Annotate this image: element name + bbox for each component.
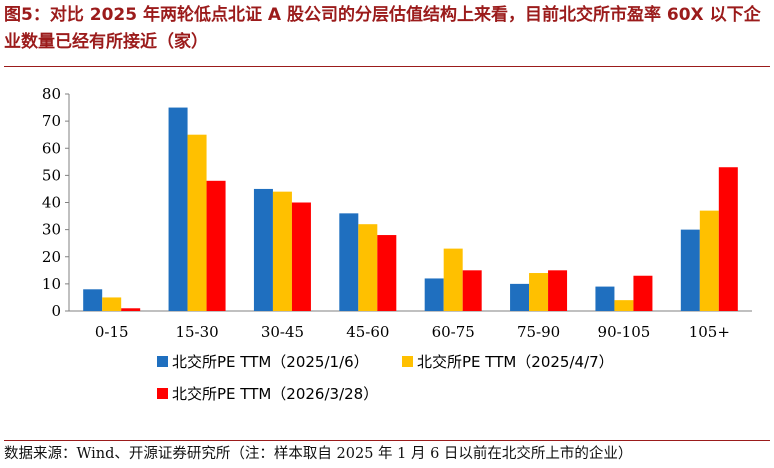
y-tick-label: 30 bbox=[42, 221, 61, 239]
bar bbox=[377, 235, 397, 311]
bar bbox=[206, 180, 226, 311]
bar bbox=[462, 270, 482, 311]
x-tick-label: 105+ bbox=[689, 323, 730, 341]
x-tick-label: 15-30 bbox=[175, 323, 218, 341]
bar bbox=[83, 289, 103, 311]
y-tick-labels: 0 10 20 30 40 50 60 70 80 bbox=[42, 85, 61, 320]
x-tick-labels: 0-15 15-30 30-45 45-60 60-75 75-90 90-105 105+ bbox=[95, 323, 730, 341]
source-divider bbox=[4, 440, 770, 441]
bar bbox=[510, 283, 530, 311]
bar bbox=[168, 107, 188, 311]
x-tick-label: 60-75 bbox=[432, 323, 475, 341]
source-note: 数据来源：Wind、开源证券研究所（注：样本取自 2025 年 1 月 6 日以… bbox=[4, 446, 633, 462]
legend: 北交所PE TTM（2025/1/6） 北交所PE TTM（2025/4/7） 北交… bbox=[157, 353, 614, 403]
bars bbox=[83, 107, 738, 311]
bar bbox=[102, 297, 122, 311]
bar bbox=[443, 248, 463, 311]
bar bbox=[424, 278, 444, 311]
x-tick-label: 75-90 bbox=[517, 323, 560, 341]
legend-swatch bbox=[157, 356, 168, 367]
y-tick-label: 80 bbox=[42, 85, 61, 103]
title-block: 图5：对比 2025 年两轮低点北证 A 股公司的分层估值结构上来看，目前北交所… bbox=[4, 2, 770, 56]
y-tick-label: 70 bbox=[42, 112, 61, 130]
bar bbox=[272, 191, 292, 311]
bar bbox=[595, 286, 615, 311]
y-tick-label: 60 bbox=[42, 139, 61, 157]
legend-swatch bbox=[157, 388, 168, 399]
bar bbox=[358, 224, 378, 311]
title-divider bbox=[4, 66, 770, 67]
bar bbox=[339, 213, 359, 311]
bar-chart: 0-15 15-30 30-45 45-60 60-75 75-90 90-105 105+ … bbox=[42, 85, 752, 403]
bar bbox=[548, 270, 568, 311]
bar bbox=[121, 308, 141, 311]
legend-label: 北交所PE TTM（2025/4/7） bbox=[417, 353, 614, 371]
x-tick-label: 30-45 bbox=[261, 323, 304, 341]
y-tick-label: 50 bbox=[42, 166, 61, 184]
bar bbox=[291, 202, 311, 311]
bar bbox=[529, 273, 549, 311]
bar bbox=[614, 300, 634, 311]
legend-label: 北交所PE TTM（2025/1/6） bbox=[172, 353, 369, 371]
bar bbox=[680, 229, 700, 311]
legend-swatch bbox=[402, 356, 413, 367]
y-tick-label: 20 bbox=[42, 248, 61, 266]
y-tick-label: 0 bbox=[51, 302, 61, 320]
bar bbox=[699, 210, 719, 311]
legend-label: 北交所PE TTM（2026/3/28） bbox=[172, 385, 378, 403]
chart-title: 图5：对比 2025 年两轮低点北证 A 股公司的分层估值结构上来看，目前北交所… bbox=[4, 5, 761, 52]
y-tick-label: 10 bbox=[42, 275, 61, 293]
x-tick-label: 45-60 bbox=[346, 323, 389, 341]
bar bbox=[253, 188, 273, 311]
x-tick-label: 90-105 bbox=[598, 323, 651, 341]
x-tick-label: 0-15 bbox=[95, 323, 129, 341]
bar bbox=[718, 167, 738, 311]
bar bbox=[633, 275, 653, 311]
y-tick-label: 40 bbox=[42, 194, 61, 212]
bar bbox=[187, 134, 207, 311]
